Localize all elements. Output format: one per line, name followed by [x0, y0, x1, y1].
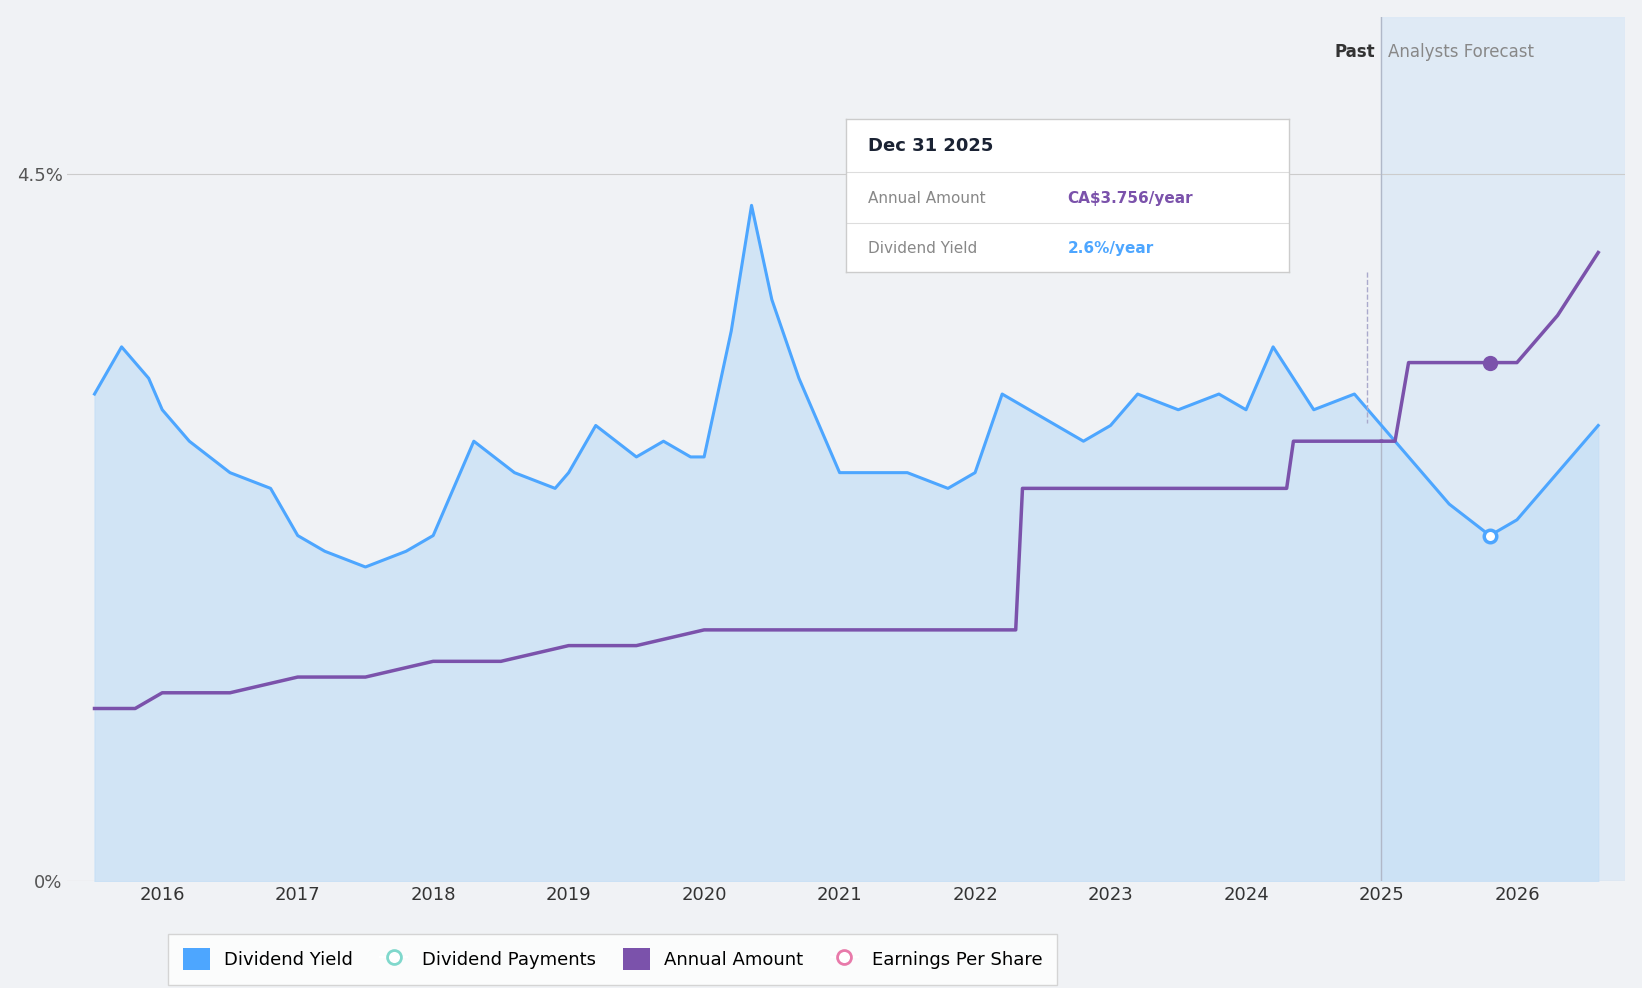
Text: Annual Amount: Annual Amount — [869, 191, 985, 206]
Bar — [1381, 17, 1626, 881]
Text: Dec 31 2025: Dec 31 2025 — [869, 137, 993, 155]
Text: Dividend Yield: Dividend Yield — [869, 241, 977, 256]
Text: Analysts Forecast: Analysts Forecast — [1387, 42, 1534, 60]
Legend: Dividend Yield, Dividend Payments, Annual Amount, Earnings Per Share: Dividend Yield, Dividend Payments, Annua… — [167, 934, 1057, 985]
Text: Past: Past — [1333, 42, 1374, 60]
Text: 2.6%/year: 2.6%/year — [1067, 241, 1154, 256]
Text: CA$3.756/year: CA$3.756/year — [1067, 191, 1194, 206]
